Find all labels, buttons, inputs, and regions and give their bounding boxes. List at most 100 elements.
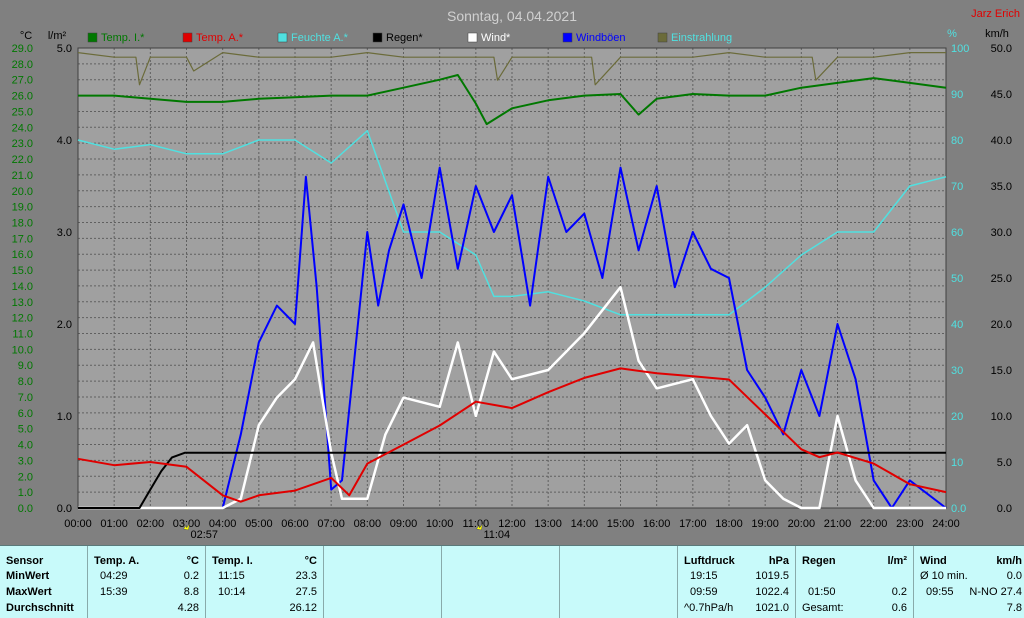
temp-tick-label: 12.0 (12, 313, 33, 325)
wind-tick-label: 0.0 (997, 503, 1012, 515)
humidity-tick-label: 30 (951, 365, 963, 377)
weather-chart: Sonntag, 04.04.2021 Jarz Erich °C l/m² %… (11, 8, 1020, 541)
chart-title: Sonntag, 04.04.2021 (447, 8, 577, 24)
rain-tick-label: 1.0 (57, 411, 72, 423)
chart-legend: Temp. I.* Temp. A.* Feuchte A.* Regen* Wind*… (87, 32, 732, 44)
stats-temp-a-col: Temp. A. °C 04:29 0.2 15:39 8.8 4.28 (88, 546, 206, 618)
legend-label: Temp. A.* (196, 32, 244, 44)
temp-i-avg: 26.12 (289, 602, 317, 614)
stats-sensor-col: Sensor MinWert MaxWert Durchschnitt (0, 546, 88, 618)
humidity-tick-label: 40 (951, 319, 963, 331)
x-tick-label: 08:00 (354, 518, 382, 530)
temp-tick-label: 10.0 (12, 344, 33, 356)
x-tick-label: 20:00 (788, 518, 816, 530)
temp-tick-label: 23.0 (12, 138, 33, 150)
wind-mean: 7.8 (1006, 602, 1022, 614)
rain-val: 0.2 (891, 586, 907, 598)
x-tick-label: 09:00 (390, 518, 418, 530)
wind-tick-label: 5.0 (997, 457, 1012, 469)
series-line (78, 74, 947, 126)
rain-total-label: Gesamt: (802, 602, 844, 614)
pressure-max-val: 1022.4 (755, 586, 789, 598)
wind-tick-label: 40.0 (991, 135, 1012, 147)
legend-label: Temp. I.* (101, 32, 145, 44)
temp-tick-label: 4.0 (18, 440, 33, 452)
temp-a-avg: 4.28 (177, 602, 199, 614)
temp-tick-label: 26.0 (12, 91, 33, 103)
series-line (77, 51, 946, 86)
temp-a-unit: °C (186, 555, 199, 567)
axis-unit-temp: °C (20, 30, 32, 42)
temp-i-max-time: 10:14 (218, 586, 246, 598)
rain-tick-label: 3.0 (57, 227, 72, 239)
stats-empty-col-2 (442, 546, 560, 618)
lightning-icon (183, 523, 190, 531)
temp-tick-label: 9.0 (18, 360, 33, 372)
humidity-tick-label: 90 (951, 89, 963, 101)
stats-row-max-label: MaxWert (6, 586, 52, 598)
rain-header: Regen (802, 555, 836, 567)
temp-tick-label: 7.0 (18, 392, 33, 404)
x-tick-label: 03:00 (173, 518, 201, 530)
temp-tick-label: 20.0 (12, 186, 33, 198)
x-tick-label: 15:00 (607, 518, 635, 530)
author-label: Jarz Erich (971, 8, 1020, 20)
temp-tick-label: 22.0 (12, 154, 33, 166)
stats-empty-col-3 (560, 546, 678, 618)
x-tick-label: 22:00 (860, 518, 888, 530)
legend-label: Wind* (481, 32, 511, 44)
temp-i-header: Temp. I. (212, 555, 253, 567)
temp-tick-label: 19.0 (12, 202, 33, 214)
chart-axes: 0.0 1.0 2.0 3.0 4.0 5.0 6.0 7.0 8.0 9.0 10.0 11.0 12… (12, 43, 1012, 541)
pressure-avg: 1021.0 (755, 602, 789, 614)
temp-tick-label: 16.0 (12, 249, 33, 261)
wind-max-time: 09:55 (926, 586, 954, 598)
wind-tick-label: 15.0 (991, 365, 1012, 377)
temp-a-max-time: 15:39 (100, 586, 128, 598)
stats-wind-col: Wind km/h Ø 10 min. 0.0 09:55 N-NO 27.4 … (914, 546, 1024, 618)
wind-unit: km/h (996, 555, 1022, 567)
rain-tick-label: 5.0 (57, 43, 72, 55)
x-tick-label: 01:00 (100, 518, 128, 530)
pressure-header: Luftdruck (684, 555, 735, 567)
x-tick-label: 11:00 (462, 518, 489, 530)
wind-tick-label: 35.0 (991, 181, 1012, 193)
temp-i-max-val: 27.5 (295, 586, 317, 598)
pressure-trend: ^0.7hPa/h (684, 602, 734, 614)
wind-avg-label: Ø 10 min. (920, 570, 968, 582)
humidity-tick-label: 60 (951, 227, 963, 239)
pressure-min-time: 19:15 (690, 570, 718, 582)
legend-label: Feuchte A.* (291, 32, 349, 44)
temp-i-min-time: 11:15 (218, 570, 245, 582)
stats-row-avg-label: Durchschnitt (6, 602, 74, 614)
chart-grid (77, 47, 947, 509)
humidity-tick-label: 70 (951, 181, 963, 193)
wind-tick-label: 20.0 (991, 319, 1012, 331)
legend-swatch (562, 32, 573, 43)
lightning-icon (476, 523, 483, 531)
pressure-max-time: 09:59 (690, 586, 718, 598)
rain-time: 01:50 (808, 586, 836, 598)
legend-label: Windböen (576, 32, 626, 44)
legend-label: Einstrahlung (671, 32, 732, 44)
x-tick-label: 24:00 (932, 518, 960, 530)
stats-sensor-header: Sensor (6, 555, 44, 567)
axis-unit-rain: l/m² (48, 30, 67, 42)
stats-row-min-label: MinWert (6, 570, 50, 582)
x-tick-label: 19:00 (751, 518, 779, 530)
x-tick-label: 12:00 (498, 518, 526, 530)
legend-swatch (87, 32, 98, 43)
temp-tick-label: 5.0 (18, 424, 33, 436)
x-tick-label: 13:00 (534, 518, 562, 530)
x-tick-label: 10:00 (426, 518, 454, 530)
x-tick-label: 06:00 (281, 518, 309, 530)
pressure-min-val: 1019.5 (755, 570, 789, 582)
axis-unit-wind: km/h (985, 28, 1009, 40)
series-line (78, 166, 947, 509)
x-tick-label: 14:00 (571, 518, 599, 530)
temp-tick-label: 15.0 (12, 265, 33, 277)
temp-a-min-val: 0.2 (183, 570, 199, 582)
legend-swatch (372, 32, 383, 43)
temp-tick-label: 11.0 (12, 329, 33, 341)
temp-tick-label: 6.0 (18, 408, 33, 420)
